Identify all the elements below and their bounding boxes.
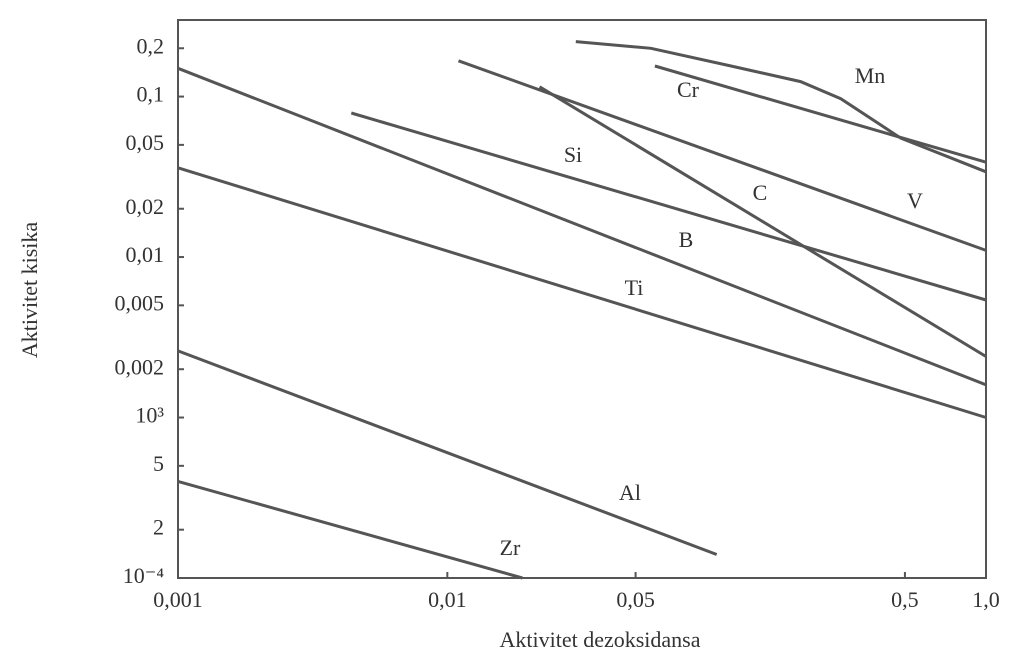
- series-label: B: [679, 227, 694, 252]
- y-tick-label: 10⁻⁴: [123, 563, 165, 588]
- series-label: Al: [619, 480, 641, 505]
- x-tick-label: 1,0: [972, 587, 1000, 612]
- series-line: [177, 479, 523, 580]
- y-tick-label: 0,01: [126, 242, 165, 267]
- y-tick-label: 0,002: [115, 354, 165, 379]
- series-label: Mn: [855, 63, 886, 88]
- series-label: Si: [564, 142, 582, 167]
- y-tick-label: 0,02: [126, 194, 165, 219]
- series-line: [177, 166, 987, 419]
- series-line: [538, 85, 987, 358]
- series-line: [654, 64, 987, 164]
- y-tick-label: 0,05: [126, 130, 165, 155]
- series-label: Zr: [500, 535, 521, 560]
- series-line: [575, 40, 987, 174]
- series-line: [177, 66, 987, 387]
- y-axis-title: Aktivitet kisika: [17, 222, 42, 359]
- series-label: V: [907, 188, 923, 213]
- series-label: Cr: [677, 77, 700, 102]
- x-tick-label: 0,001: [153, 587, 203, 612]
- y-tick-label: 0,1: [137, 82, 165, 107]
- series-label: Ti: [625, 275, 644, 300]
- y-tick-label: 10³: [135, 403, 164, 428]
- series-line: [350, 111, 987, 302]
- y-tick-label: 0,2: [137, 33, 165, 58]
- x-tick-label: 0,01: [428, 587, 467, 612]
- y-tick-label: 5: [153, 451, 164, 476]
- series-line: [177, 349, 718, 556]
- x-axis-title: Aktivitet dezoksidansa: [499, 627, 700, 652]
- y-tick-label: 0,005: [115, 290, 165, 315]
- series-label: C: [753, 180, 768, 205]
- y-tick-label: 2: [153, 515, 164, 540]
- x-tick-label: 0,5: [891, 587, 919, 612]
- x-tick-label: 0,05: [616, 587, 655, 612]
